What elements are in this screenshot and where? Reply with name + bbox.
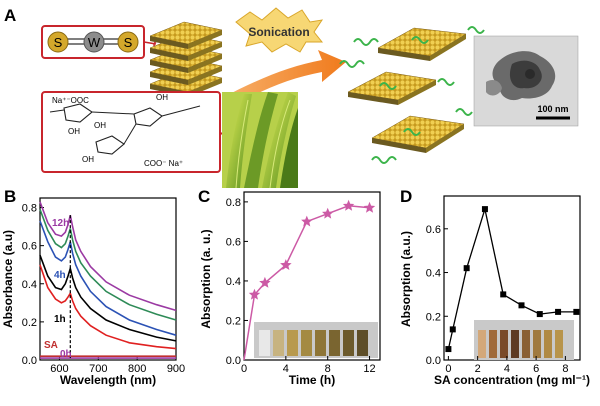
panel-d-plot: 0 2 4 6 8 0.0 0.2 0.4 0.6: [426, 206, 580, 375]
alginate-oh-2: OH: [94, 121, 106, 130]
panel-c-ytick-label: 0.8: [226, 197, 241, 209]
tem-scale-label: 100 nm: [537, 104, 568, 114]
alginate-top-left-group: Na⁺⁻OOC: [52, 96, 89, 105]
panel-d-ytick-label: 0.4: [426, 268, 441, 280]
panel-b-xlabel: Wavelength (nm): [60, 373, 156, 387]
panel-d-point: [449, 326, 456, 333]
panel-b-ytick-label: 0.8: [22, 203, 37, 215]
panel-b-ytick-label: 0.2: [22, 317, 37, 329]
panel-c-ytick-label: 0.4: [226, 276, 241, 288]
panel-c-xtick-label: 8: [325, 363, 331, 375]
panel-b-label: B: [4, 187, 16, 206]
panel-b-ylabel: Absorbance (a.u): [1, 230, 15, 328]
panel-b-ytick-label: 0.6: [22, 241, 37, 253]
panel-c-frame: [243, 191, 381, 361]
panel-c-point: [342, 199, 355, 211]
panel-d-point: [445, 346, 452, 353]
sulfur-atom-left: [47, 31, 69, 53]
panel-c-point: [301, 215, 313, 227]
alginate-oh-1: OH: [68, 127, 80, 136]
ws2-structure-box: S W S: [41, 25, 163, 59]
panel-d: D 0 2 4 6 8 0.0 0.2 0.4 0.6 SA concentration (mg…: [399, 187, 590, 387]
panel-d-point: [573, 308, 580, 315]
panel-b-xtick-label: 900: [167, 363, 185, 375]
panel-d-xtick-label: 4: [504, 363, 510, 375]
panel-b-xtick-label: 700: [89, 363, 107, 375]
atom-s-left-label: S: [54, 35, 63, 50]
panel-d-point: [536, 311, 543, 318]
panel-d-point: [500, 291, 507, 298]
panel-d-xtick-label: 0: [445, 363, 451, 375]
panel-c-ytick-label: 0.0: [226, 355, 241, 367]
alginate-bottom-right-group: COO⁻ Na⁺: [144, 159, 183, 168]
panel-b-series-line: [39, 220, 177, 336]
atom-s-right-label: S: [124, 35, 133, 50]
panel-c-ytick-label: 0.6: [226, 236, 241, 248]
panel-d-point: [555, 308, 562, 315]
panel-b-ytick-label: 0.4: [22, 279, 37, 291]
nanosheet-2: [339, 60, 455, 105]
panel-c-label: C: [198, 187, 210, 206]
sulfur-atom-right: [117, 31, 139, 53]
tungsten-atom: [83, 31, 105, 53]
panel-a: A S W S: [4, 6, 579, 189]
panel-b-series-line: [39, 264, 177, 350]
seaweed-image: [222, 92, 298, 189]
nanosheet-1: [353, 26, 485, 61]
panel-c-point: [363, 201, 376, 213]
panel-d-label: D: [400, 187, 412, 206]
alginate-structure: Na⁺⁻OOC COO⁻ Na⁺ OH OH OH OH: [41, 91, 235, 173]
panel-d-vials-photo: [474, 320, 574, 360]
panel-d-point: [481, 206, 488, 213]
panel-d-ytick-label: 0.0: [426, 355, 441, 367]
sonication-label: Sonication: [248, 25, 309, 39]
panel-c-point: [248, 288, 261, 300]
panel-b-curve-label: 0h: [60, 349, 72, 360]
panel-c-ytick-label: 0.2: [226, 315, 241, 327]
panel-b-series-line: [39, 201, 177, 312]
panel-d-point: [518, 302, 525, 309]
panel-d-point: [463, 265, 470, 272]
panel-c: C 0 4 8 12 0.0 0.2 0.4 0.6 0.8 Time (h) Absorpti…: [198, 187, 381, 387]
panel-d-xtick-label: 6: [533, 363, 539, 375]
panel-b-ytick-label: 0.0: [22, 355, 37, 367]
panel-b-curve-label: 1h: [54, 314, 66, 325]
exfoliated-nanosheets: [339, 26, 485, 164]
panel-c-ylabel: Absorption (a. u.): [199, 229, 213, 328]
panel-d-xtick-label: 8: [562, 363, 568, 375]
tem-image: 100 nm: [473, 35, 579, 127]
panel-b-xtick-label: 600: [50, 363, 68, 375]
panel-b-xtick-label: 800: [128, 363, 146, 375]
panel-c-plot: 0 4 8 12 0.0 0.2 0.4 0.6 0.8: [226, 197, 376, 375]
panel-c-xtick-label: 0: [241, 363, 247, 375]
panel-b-frame: [39, 197, 177, 361]
panel-c-point: [280, 259, 292, 270]
panel-c-xtick-label: 12: [363, 363, 375, 375]
sonication-arrow: Sonication: [222, 7, 346, 108]
panel-d-xlabel: SA concentration (mg ml⁻¹): [434, 373, 590, 387]
panel-d-ytick-label: 0.2: [426, 311, 441, 323]
panel-d-ylabel: Absorption (a.u.): [399, 231, 413, 327]
atom-w-label: W: [88, 35, 101, 50]
panel-c-vials-photo: [254, 322, 378, 358]
panel-c-xtick-label: 4: [283, 363, 289, 375]
bulk-ws2-stack: [149, 21, 223, 97]
panel-a-label: A: [4, 6, 16, 25]
panel-b-curve-label: SA: [44, 340, 58, 351]
panel-b-series-line: [39, 209, 177, 321]
alginate-oh-4: OH: [82, 155, 94, 164]
panel-b: B 600 700 800 900 0.0 0.2 0.4 0.6 0.8 12h 4h 1h SA0h…: [1, 187, 185, 387]
panel-c-xlabel: Time (h): [289, 373, 335, 387]
panel-d-ytick-label: 0.6: [426, 224, 441, 236]
panel-c-point: [322, 207, 334, 219]
panel-b-curve-label: 12h: [52, 218, 69, 229]
panel-b-series-line: [39, 254, 177, 342]
alginate-oh-3: OH: [156, 93, 168, 102]
panel-b-curve-label: 4h: [54, 270, 66, 281]
panel-d-xtick-label: 2: [475, 363, 481, 375]
nanosheet-3: [371, 108, 473, 164]
panel-c-point: [259, 276, 271, 288]
